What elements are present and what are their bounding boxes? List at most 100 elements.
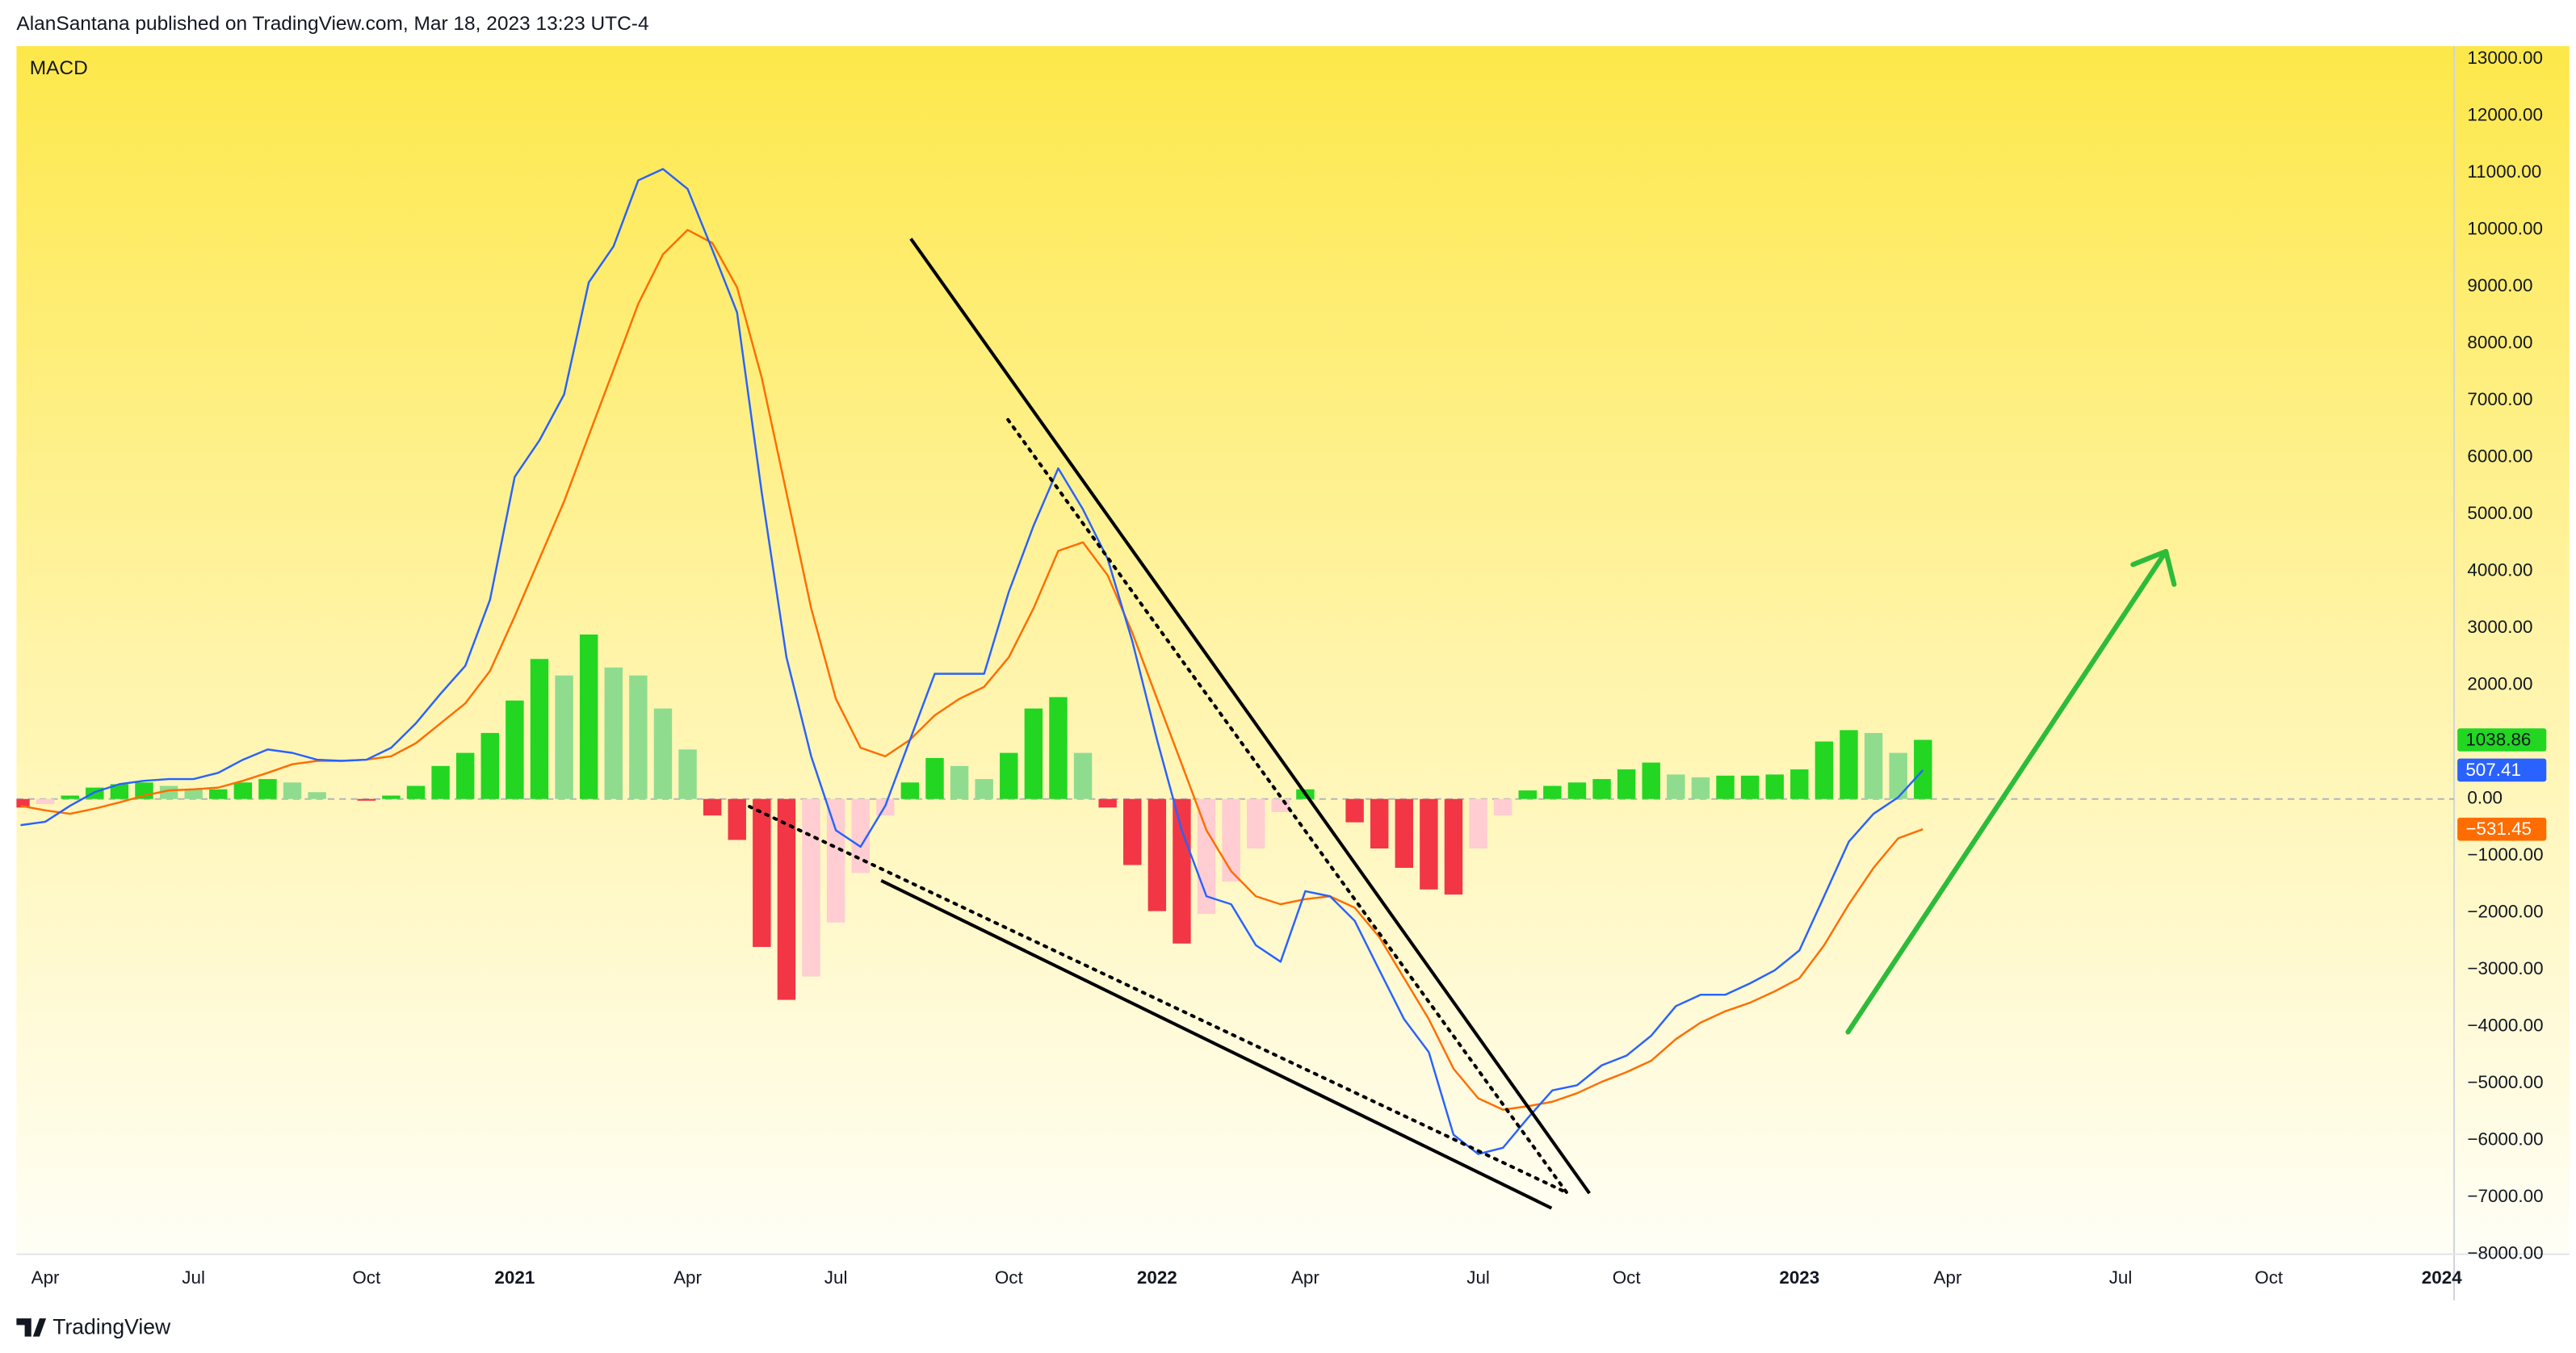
x-tick-label: Apr — [1291, 1267, 1319, 1288]
histogram-bar — [506, 700, 524, 799]
histogram-bar — [1049, 697, 1068, 799]
y-tick-label: −8000.00 — [2467, 1243, 2543, 1263]
y-tick-label: 9000.00 — [2467, 275, 2532, 295]
price-tag-label: 507.41 — [2465, 760, 2521, 780]
histogram-bar — [1716, 775, 1735, 799]
x-tick-label: Jul — [824, 1267, 848, 1288]
histogram-bar — [1345, 798, 1364, 823]
x-tick-label: Jul — [1466, 1267, 1490, 1288]
x-tick-label: Oct — [995, 1267, 1024, 1288]
histogram-bar — [851, 798, 870, 873]
y-tick-label: −7000.00 — [2467, 1186, 2543, 1206]
histogram-bar — [1444, 798, 1463, 895]
histogram-bar — [110, 784, 129, 799]
histogram-bar — [283, 782, 302, 799]
trend-line — [880, 878, 1553, 1210]
y-tick-label: 3000.00 — [2467, 617, 2532, 637]
x-tick-label: Oct — [2255, 1267, 2284, 1288]
histogram-bar — [1790, 769, 1809, 799]
histogram-bar — [728, 798, 746, 840]
histogram-bar — [1518, 790, 1537, 799]
histogram-bar — [431, 765, 450, 799]
histogram-bar — [1173, 798, 1191, 944]
histogram-bar — [455, 752, 475, 799]
x-tick-label: 2022 — [1137, 1267, 1177, 1288]
y-tick-label: 8000.00 — [2467, 333, 2532, 353]
y-tick-label: 2000.00 — [2467, 674, 2532, 694]
histogram-bar — [1642, 762, 1660, 799]
y-tick-label: −6000.00 — [2467, 1129, 2543, 1150]
histogram-bar — [1000, 752, 1018, 799]
histogram-bar — [258, 779, 277, 799]
histogram-bar — [382, 795, 401, 799]
histogram-bar — [604, 667, 623, 799]
histogram-bar — [826, 798, 845, 923]
arrow-head — [2130, 548, 2177, 587]
histogram-bar — [1469, 798, 1487, 849]
x-tick-label: Oct — [1613, 1267, 1642, 1288]
histogram-bar — [753, 798, 771, 948]
histogram-bar — [950, 765, 969, 799]
histogram-bar — [1024, 708, 1043, 799]
x-tick-label: Jul — [2109, 1267, 2133, 1288]
histogram-bar — [1420, 798, 1438, 890]
histogram-bar — [1098, 798, 1117, 808]
x-tick-label: Apr — [1933, 1267, 1961, 1288]
y-tick-label: 7000.00 — [2467, 389, 2532, 409]
x-tick-label: Jul — [182, 1267, 205, 1288]
price-tag — [2457, 758, 2547, 782]
trend-line — [909, 237, 1591, 1195]
y-tick-label: 5000.00 — [2467, 503, 2532, 523]
histogram-bar — [1617, 769, 1636, 799]
histogram-bar — [579, 634, 598, 799]
histogram-bar — [1395, 798, 1414, 869]
x-tick-label: Apr — [31, 1267, 60, 1288]
histogram-bar — [1592, 779, 1611, 799]
y-tick-label: −3000.00 — [2467, 958, 2543, 978]
y-tick-label: −1000.00 — [2467, 844, 2543, 865]
plot — [16, 168, 2455, 1155]
y-tick-label: −2000.00 — [2467, 902, 2543, 922]
histogram-bar — [1691, 777, 1710, 799]
y-tick-label: 0.00 — [2467, 788, 2503, 808]
x-tick-label: 2024 — [2422, 1267, 2462, 1288]
histogram-bar — [802, 798, 820, 977]
histogram-bar — [1765, 774, 1784, 799]
histogram-bar — [1815, 741, 1834, 799]
histogram-bar — [1222, 798, 1240, 882]
histogram-bar — [209, 789, 228, 799]
histogram-bar — [1247, 798, 1265, 849]
histogram-bar — [1271, 798, 1290, 812]
histogram-bar — [555, 675, 573, 799]
histogram-bar — [159, 785, 178, 799]
histogram-bar — [1740, 775, 1760, 799]
y-tick-label: 4000.00 — [2467, 560, 2532, 580]
histogram-bar — [480, 732, 500, 799]
histogram-bar — [1370, 798, 1389, 849]
dotted-trend-line — [747, 805, 1567, 1194]
histogram-bar — [1667, 774, 1685, 799]
histogram-bar — [975, 779, 993, 799]
histogram-bar — [406, 785, 426, 799]
histogram-bar — [1543, 785, 1562, 799]
logo-mark — [16, 1318, 47, 1337]
histogram-bar — [308, 792, 326, 799]
histogram-bar — [233, 782, 253, 799]
histogram-bar — [678, 749, 697, 799]
histogram-bar — [61, 795, 79, 799]
x-tick-label: 2021 — [494, 1267, 535, 1288]
price-tag-label: 1038.86 — [2465, 729, 2531, 749]
histogram-bar — [1123, 798, 1142, 865]
dotted-trend-line — [1006, 417, 1571, 1199]
logo: TradingView — [16, 1314, 171, 1338]
histogram-bar — [1864, 732, 1883, 799]
histogram-bar — [184, 789, 203, 799]
annotations — [747, 237, 2177, 1210]
histogram-bar — [1889, 752, 1907, 799]
y-tick-label: 12000.00 — [2467, 105, 2543, 125]
logo-text: TradingView — [52, 1314, 171, 1338]
histogram-bar — [36, 798, 55, 805]
histogram-bar — [1147, 798, 1167, 911]
